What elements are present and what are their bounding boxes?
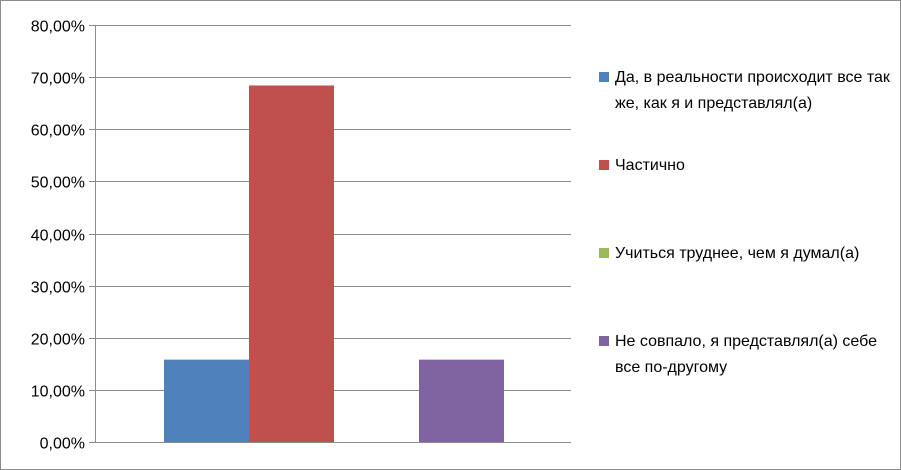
axes xyxy=(89,25,571,443)
y-tick-label: 40,00% xyxy=(31,228,85,245)
bar xyxy=(419,359,504,442)
y-tick-label: 20,00% xyxy=(31,332,85,349)
legend-label: Да, в реальности происходит все так же, … xyxy=(615,69,890,112)
legend-item: Да, в реальности происходит все так же, … xyxy=(599,65,895,117)
legend-item: Учиться труднее, чем я думал(а) xyxy=(599,241,895,267)
y-tick-label: 50,00% xyxy=(31,175,85,192)
y-tick-label: 70,00% xyxy=(31,71,85,88)
legend-label: Учиться труднее, чем я думал(а) xyxy=(615,245,860,262)
legend-item: Частично xyxy=(599,153,895,179)
y-tick-label: 60,00% xyxy=(31,123,85,140)
y-tick-labels: 0,00% 10,00% 20,00% 30,00% 40,00% 50,00% 60,00… xyxy=(31,19,85,453)
legend-label: Частично xyxy=(615,157,685,174)
bar xyxy=(249,85,334,442)
y-tick-label: 10,00% xyxy=(31,384,85,401)
legend-swatch xyxy=(599,72,609,82)
legend-swatch xyxy=(599,160,609,170)
legend-label: Не совпало, я представлял(а) себе все по… xyxy=(615,333,878,376)
y-tick-label: 0,00% xyxy=(40,436,85,453)
y-tick-label: 80,00% xyxy=(31,19,85,36)
legend: Да, в реальности происходит все так же, … xyxy=(599,61,894,421)
bar xyxy=(164,359,249,442)
legend-swatch xyxy=(599,336,609,346)
legend-item: Не совпало, я представлял(а) себе все по… xyxy=(599,329,895,381)
bars xyxy=(164,85,504,442)
legend-swatch xyxy=(599,248,609,258)
y-tick-label: 30,00% xyxy=(31,280,85,297)
